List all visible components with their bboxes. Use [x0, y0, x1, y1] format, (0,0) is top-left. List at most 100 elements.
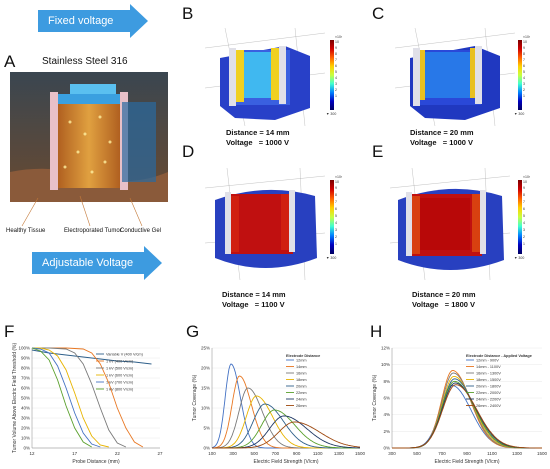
legend-label: 22mm [296, 391, 307, 395]
series-line [31, 347, 101, 448]
y-tick-label: 10% [381, 362, 390, 367]
legend-label: 16mm [296, 371, 307, 375]
series-line [32, 347, 127, 448]
y-tick-label: 10% [21, 436, 30, 441]
x-tick-label: 500 [413, 451, 421, 456]
sim-c-cb-tick: 10 [523, 40, 527, 44]
series-line [392, 385, 542, 449]
y-tick-label: 8% [383, 379, 390, 384]
sim-b-cb-tick: ▼ 300 [326, 112, 337, 116]
sim-e-cb-tick: 8 [523, 193, 525, 197]
x-axis-label: Electric Field Strength (V/cm) [434, 459, 499, 465]
y-axis-label: Tumor Coverage (%) [192, 374, 198, 421]
sim-e-cb-tick: 2 [523, 235, 525, 239]
y-tick-label: 0% [203, 446, 210, 451]
sim-e-cb-tick: 5 [523, 214, 525, 218]
x-tick-label: 1500 [355, 451, 366, 456]
sim-c-cb-tick: 3 [523, 82, 525, 86]
y-tick-label: 10% [201, 406, 210, 411]
adjustable-voltage-arrow: Adjustable Voltage [32, 246, 162, 280]
panel-a-illustration [10, 72, 168, 202]
sim-d-cb-tick: 1 [335, 242, 337, 246]
sim-b-cb-tick: 8 [335, 52, 337, 56]
sim-d-cb-tick: ▼ 300 [326, 256, 337, 260]
chart-f-probe-distance: 0% 10% 20% 30% 40% 50% 60% 70% 80% 90% 100% 12 17 22 2… [12, 343, 163, 465]
sim-e-cb-tick: 7 [523, 200, 525, 204]
series-line [212, 375, 360, 449]
panel-label-g: G [186, 322, 200, 341]
x-tick-label: 100 [208, 451, 216, 456]
chart-g-field-distribution: 0% 5% 10% 15% 20% 25% 100 300 500 700 900 1100 1300 1… [192, 346, 366, 466]
sim-e-cb-top: ×10³ [523, 175, 531, 179]
legend-label: 22mm - 2000V [476, 391, 501, 395]
legend-label: 1 kV (500 V/cm) [106, 366, 134, 370]
sim-c-cb-tick: 7 [523, 58, 525, 62]
sim-e-cb-tick: 1 [523, 242, 525, 246]
legend-label: 18mm - 1500V [476, 378, 501, 382]
sim-c-cb-tick: 5 [523, 70, 525, 74]
sim-d-cb-tick: 7 [335, 200, 337, 204]
series-line [212, 421, 361, 449]
x-tick-label: 500 [251, 451, 259, 456]
sim-e-model [390, 168, 510, 280]
y-tick-label: 2% [383, 429, 390, 434]
legend-label: 1 kV (700 V/cm) [106, 380, 134, 384]
x-tick-label: 17 [72, 451, 78, 456]
x-tick-label: 300 [229, 451, 237, 456]
y-tick-label: 50% [21, 396, 30, 401]
sim-c-cb-top: ×10³ [523, 35, 531, 39]
series-line [212, 403, 360, 449]
x-tick-label: 900 [463, 451, 471, 456]
sim-e-caption: Distance = 20 mm Voltage = 1800 V [412, 290, 476, 309]
legend-label: 24mm - 2200V [476, 397, 501, 401]
x-tick-label: 300 [388, 451, 396, 456]
x-tick-label: 22 [115, 451, 121, 456]
y-tick-label: 15% [201, 386, 210, 391]
label-electroporated-tumor: Electroporated Tumor [64, 228, 122, 234]
panel-label-c: C [372, 4, 385, 23]
fixed-voltage-label: Fixed voltage [48, 15, 114, 27]
x-axis-label: Probe Distance (mm) [72, 459, 120, 465]
sim-d-cb-tick: 8 [335, 193, 337, 197]
sim-b-cb-tick: 2 [335, 88, 337, 92]
sim-b-model [205, 28, 325, 126]
panel-label-d: D [182, 142, 195, 161]
x-tick-label: 1500 [537, 451, 548, 456]
legend-label: 1 kV (400 V/cm) [106, 359, 134, 363]
series-line [31, 349, 152, 365]
sim-d-cb-tick: 5 [335, 214, 337, 218]
legend-label: 14mm - 1100V [476, 365, 501, 369]
fixed-voltage-arrow: Fixed voltage [38, 4, 148, 38]
sim-e-cb-tick: 9 [523, 186, 525, 190]
x-tick-label: 1300 [512, 451, 523, 456]
legend-label: 12mm - 900V [476, 358, 499, 362]
sim-b-colorbar [330, 40, 334, 110]
sim-b-cb-top: ×10³ [335, 35, 343, 39]
sim-d-cb-tick: 3 [335, 228, 337, 232]
sim-b-cb-tick: 5 [335, 70, 337, 74]
sim-c-cb-tick: 8 [523, 52, 525, 56]
y-tick-label: 20% [201, 366, 210, 371]
sim-d-cb-tick: 4 [335, 221, 337, 225]
sim-b-cb-tick: 7 [335, 58, 337, 62]
legend-title: Electrode Distance - Applied Voltage [466, 354, 532, 358]
y-tick-label: 0% [23, 446, 30, 451]
series-line [392, 370, 542, 449]
sim-d-colorbar [330, 180, 334, 254]
y-tick-label: 80% [21, 366, 30, 371]
y-tick-label: 40% [21, 406, 30, 411]
legend-label: 1 kV (600 V/cm) [106, 373, 134, 377]
sim-e-cb-tick: 6 [523, 207, 525, 211]
x-tick-label: 1100 [313, 451, 323, 456]
legend-label: 20mm [296, 384, 307, 388]
sim-d-caption: Distance = 14 mm Voltage = 1100 V [222, 290, 286, 309]
series-line [212, 395, 360, 449]
legend-label: 20mm - 1800V [476, 384, 501, 388]
sim-e-cb-tick: 10 [523, 180, 527, 184]
sim-d-cb-tick: 9 [335, 186, 337, 190]
legend-label: 1 kV (800 V/cm) [106, 387, 134, 391]
sim-e-cb-tick: 4 [523, 221, 525, 225]
sim-b-cb-tick: 3 [335, 82, 337, 86]
legend-label: 14mm [296, 365, 307, 369]
legend-label: 18mm [296, 378, 307, 382]
